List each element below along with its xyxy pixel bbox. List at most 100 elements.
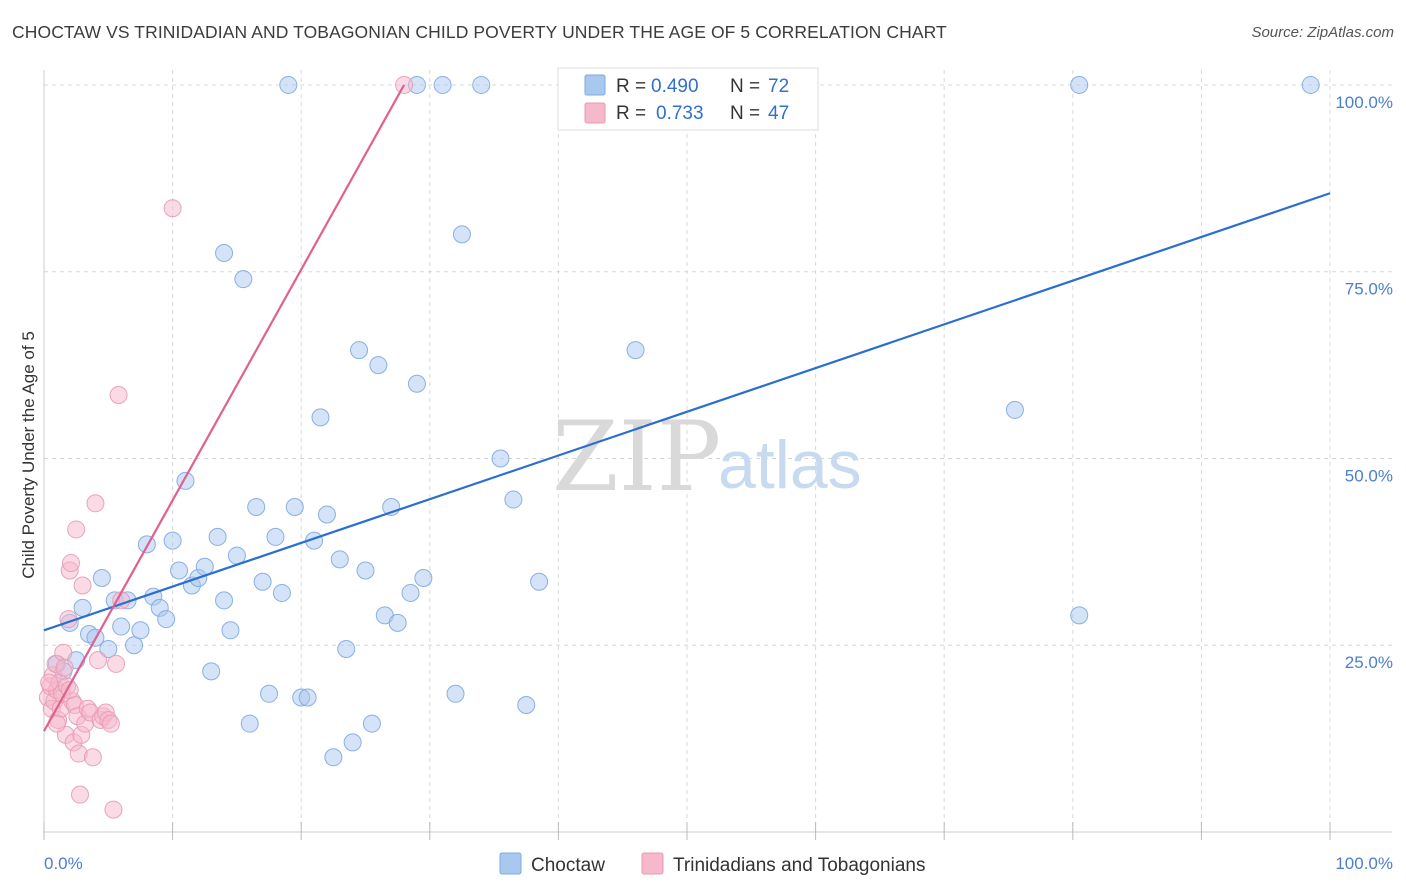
choctaw-point: [131, 621, 150, 640]
y-tick-label: 25.0%: [1345, 653, 1393, 672]
choctaw-points: [47, 75, 1320, 767]
trinidadian-point: [40, 673, 59, 692]
trinidadian-point: [86, 494, 105, 513]
trinidadian-point: [54, 643, 73, 662]
bottom-legend: Choctaw Trinidadians and Tobagonians: [499, 852, 925, 876]
choctaw-point: [362, 714, 381, 733]
choctaw-point: [311, 408, 330, 427]
y-axis-label: Child Poverty Under the Age of 5: [19, 331, 38, 579]
legend-n-label: N =: [730, 103, 760, 124]
choctaw-point: [530, 572, 549, 591]
choctaw-point: [517, 696, 536, 714]
choctaw-point: [337, 639, 356, 658]
choctaw-point: [491, 449, 510, 468]
choctaw-point: [170, 561, 189, 580]
choctaw-point: [369, 356, 388, 375]
legend-r-label: R =: [616, 76, 646, 97]
trinidadian-trend-line: [43, 84, 406, 732]
choctaw-point: [240, 714, 259, 733]
legend-n-value: 47: [768, 103, 789, 124]
choctaw-point: [407, 374, 426, 393]
y-tick-label: 75.0%: [1345, 280, 1393, 299]
legend-r-label: R =: [616, 103, 646, 124]
trinidadian-point: [104, 800, 123, 819]
choctaw-point: [343, 733, 362, 752]
legend-n-label: N =: [730, 76, 760, 97]
legend-swatch-trini: [584, 102, 606, 124]
legend-swatch-choctaw: [584, 74, 606, 96]
choctaw-point: [234, 270, 253, 289]
choctaw-point: [414, 569, 433, 587]
choctaw-point: [208, 527, 227, 546]
choctaw-point: [1070, 606, 1089, 625]
watermark-zip: ZIP: [552, 401, 721, 513]
choctaw-point: [1005, 400, 1024, 419]
choctaw-point: [626, 341, 645, 360]
trinidadian-points: [38, 75, 414, 819]
legend-r-value: 0.490: [651, 76, 699, 97]
choctaw-point: [215, 591, 234, 610]
choctaw-point: [266, 527, 285, 546]
trinidadian-point: [67, 520, 86, 539]
source-credit: Source: ZipAtlas.com: [1251, 24, 1394, 41]
grid: [44, 70, 1392, 832]
choctaw-point: [157, 610, 176, 629]
choctaw-point: [163, 531, 182, 550]
chart-title: CHOCTAW VS TRINIDADIAN AND TOBAGONIAN CH…: [12, 22, 947, 42]
trinidadian-point: [83, 748, 102, 767]
choctaw-point: [401, 583, 420, 602]
bottom-legend-label-trini: Trinidadians and Tobagonians: [673, 855, 925, 876]
choctaw-point: [350, 341, 369, 360]
choctaw-point: [330, 550, 349, 569]
choctaw-point: [285, 498, 304, 517]
trinidadian-point: [89, 651, 108, 670]
choctaw-point: [112, 617, 131, 636]
choctaw-point: [279, 75, 298, 94]
choctaw-point: [247, 498, 266, 517]
y-tick-label: 50.0%: [1345, 466, 1393, 485]
x-tick-labels: 0.0% 100.0%: [44, 854, 1393, 873]
trinidadian-point: [55, 658, 74, 677]
watermark-atlas: atlas: [718, 427, 862, 503]
choctaw-point: [215, 244, 234, 263]
legend-r-value: 0.733: [656, 103, 704, 124]
choctaw-point: [227, 546, 246, 565]
legend: R = 0.490 N = 72 R = 0.733 N = 47: [557, 67, 819, 131]
legend-n-value: 72: [768, 76, 789, 97]
choctaw-point: [504, 490, 523, 509]
trinidadian-point: [62, 554, 81, 573]
bottom-legend-label-choctaw: Choctaw: [531, 855, 605, 876]
choctaw-point: [317, 505, 336, 524]
choctaw-point: [272, 583, 291, 602]
choctaw-point: [298, 688, 317, 707]
choctaw-point: [324, 748, 343, 767]
x-tick-label: 100.0%: [1335, 854, 1393, 873]
choctaw-point: [446, 684, 465, 703]
choctaw-point: [1070, 75, 1089, 94]
trinidadian-point: [109, 385, 128, 404]
choctaw-point: [388, 613, 407, 632]
choctaw-point: [73, 598, 92, 617]
choctaw-point: [125, 636, 144, 655]
trinidadian-point: [71, 785, 90, 804]
choctaw-point: [99, 639, 118, 658]
trinidadian-point: [107, 654, 126, 673]
trinidadian-point: [163, 199, 182, 218]
choctaw-point: [260, 684, 279, 703]
choctaw-point: [356, 561, 375, 580]
y-tick-labels: 25.0% 50.0% 75.0% 100.0%: [1335, 93, 1393, 672]
trinidadian-point: [101, 714, 120, 733]
choctaw-point: [92, 569, 111, 587]
y-tick-label: 100.0%: [1335, 93, 1393, 112]
bottom-legend-swatch-trini: [641, 852, 664, 875]
choctaw-point: [472, 75, 491, 94]
choctaw-point: [452, 225, 471, 244]
trend-lines: [43, 84, 1331, 732]
choctaw-trend-line: [43, 192, 1331, 632]
trinidadian-point: [73, 576, 92, 595]
choctaw-point: [221, 621, 240, 640]
choctaw-point: [202, 662, 221, 681]
choctaw-point: [433, 75, 452, 94]
x-tick-label: 0.0%: [44, 854, 83, 873]
